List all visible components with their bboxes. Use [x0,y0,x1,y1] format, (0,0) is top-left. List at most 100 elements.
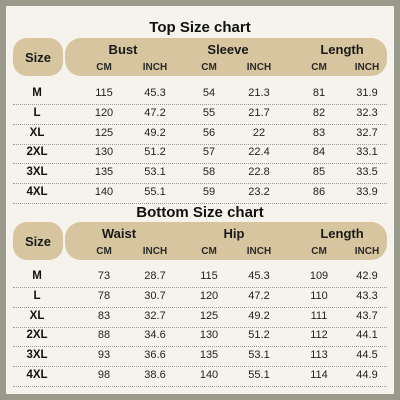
table-cell: 84 [312,146,326,159]
table-cell: 55.1 [144,186,166,198]
size-header: Size [13,38,63,76]
table-cell: 78 [97,289,111,302]
unit-header-cm: CM [201,62,217,73]
size-label: M [32,87,42,99]
table-row: 2XL 130 51.2 57 22.4 84 33.1 [13,144,387,165]
table-cell: 53.1 [248,349,270,362]
table-cell: 130 [199,329,219,342]
table-cell: 49.2 [144,126,166,139]
group-header-waist: Waist [101,226,137,241]
table-cell: 42.9 [356,270,378,282]
table-cell: 21.7 [248,106,270,119]
table-cell: 125 [199,309,219,322]
table-cell: 109 [309,270,329,282]
measurement-header-band [65,38,387,76]
unit-header-cm: CM [96,62,112,73]
table-cell: 83 [97,309,111,322]
table-cell: 47.2 [248,289,270,302]
table-cell: 44.1 [356,329,378,342]
table-cell: 86 [312,186,326,198]
table-cell: 57 [202,146,216,159]
table-cell: 44.9 [356,369,378,381]
table-cell: 114 [310,369,328,381]
table-cell: 45.3 [248,270,270,282]
table-cell: 125 [94,126,114,139]
table-row: M 115 45.3 54 21.3 81 31.9 [13,85,387,105]
size-label: L [33,106,41,119]
table-cell: 54 [202,87,216,99]
group-header-hip: Hip [223,226,245,241]
table-cell: 113 [310,349,328,362]
table-cell: 59 [202,186,216,198]
table-cell: 22 [252,126,266,139]
table-cell: 51.2 [248,329,270,342]
table-cell: 32.3 [356,106,378,119]
table-cell: 130 [94,146,114,159]
unit-header-cm: CM [311,62,327,73]
unit-header-inch: INCH [246,246,272,257]
size-label: 3XL [26,349,48,362]
group-header-sleeve: Sleeve [207,42,249,57]
table-cell: 33.9 [356,186,378,198]
table-cell: 31.9 [356,87,378,99]
bottom-chart-title: Bottom Size chart [136,204,264,221]
table-cell: 56 [202,126,216,139]
table-cell: 33.5 [356,166,378,179]
table-cell: 21.3 [248,87,270,99]
table-cell: 53.1 [144,166,166,179]
table-cell: 115 [200,270,218,282]
table-cell: 120 [199,289,219,302]
size-label: M [32,270,42,282]
size-label: 4XL [26,369,48,381]
table-cell: 38.6 [144,369,166,381]
table-row: 3XL 135 53.1 58 22.8 85 33.5 [13,164,387,185]
table-cell: 81 [312,87,326,99]
unit-header-inch: INCH [354,62,380,73]
table-cell: 43.3 [356,289,378,302]
unit-header-inch: INCH [142,62,168,73]
table-cell: 82 [312,106,326,119]
table-cell: 120 [94,106,114,119]
table-row: XL 125 49.2 56 22 83 32.7 [13,125,387,145]
unit-header-cm: CM [201,246,217,257]
size-label: 2XL [26,329,48,342]
table-cell: 28.7 [144,270,166,282]
table-cell: 135 [199,349,219,362]
table-cell: 115 [95,87,113,99]
table-cell: 140 [94,186,114,198]
size-chart-card: Top Size chart Size Bust Sleeve Length CM INCH… [6,6,394,394]
table-cell: 22.4 [248,146,270,159]
table-cell: 47.2 [144,106,166,119]
table-row: L 78 30.7 120 47.2 110 43.3 [13,288,387,308]
table-cell: 98 [97,369,111,381]
size-label: XL [29,309,45,322]
group-header-length: Length [320,226,364,241]
size-label: 2XL [26,146,48,159]
table-cell: 73 [97,270,111,282]
table-cell: 110 [310,289,328,302]
table-cell: 30.7 [144,289,166,302]
unit-header-cm: CM [96,246,112,257]
table-row: XL 83 32.7 125 49.2 111 43.7 [13,308,387,328]
table-cell: 49.2 [248,309,270,322]
table-cell: 111 [310,309,328,322]
table-cell: 43.7 [356,309,378,322]
table-row: 2XL 88 34.6 130 51.2 112 44.1 [13,327,387,348]
table-row: L 120 47.2 55 21.7 82 32.3 [13,105,387,125]
unit-header-inch: INCH [246,62,272,73]
top-chart-title: Top Size chart [149,19,251,36]
size-label: L [33,289,41,302]
group-header-bust: Bust [108,42,138,57]
size-label: XL [29,126,45,139]
table-row: M 73 28.7 115 45.3 109 42.9 [13,268,387,288]
table-row: 3XL 93 36.6 135 53.1 113 44.5 [13,347,387,368]
table-row: 4XL 140 55.1 59 23.2 86 33.9 [13,184,387,204]
table-cell: 135 [94,166,114,179]
table-cell: 45.3 [144,87,166,99]
table-cell: 32.7 [356,126,378,139]
table-cell: 44.5 [356,349,378,362]
unit-header-inch: INCH [142,246,168,257]
table-cell: 55.1 [248,369,270,381]
group-header-length: Length [320,42,364,57]
unit-header-inch: INCH [354,246,380,257]
